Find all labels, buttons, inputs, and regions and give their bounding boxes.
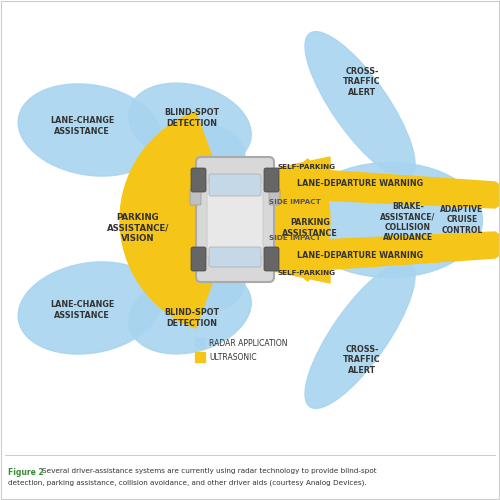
Text: PARKING
ASSISTANCE: PARKING ASSISTANCE xyxy=(282,218,338,238)
Text: BLIND-SPOT
DETECTION: BLIND-SPOT DETECTION xyxy=(164,108,220,128)
Text: detection, parking assistance, collision avoidance, and other driver aids (court: detection, parking assistance, collision… xyxy=(8,480,366,486)
FancyBboxPatch shape xyxy=(191,168,206,192)
Wedge shape xyxy=(235,159,330,281)
Ellipse shape xyxy=(305,262,415,408)
FancyBboxPatch shape xyxy=(190,189,201,205)
FancyBboxPatch shape xyxy=(209,247,261,267)
Text: CROSS-
TRAFFIC
ALERT: CROSS- TRAFFIC ALERT xyxy=(343,67,381,97)
Polygon shape xyxy=(245,250,330,283)
Text: SIDE IMPACT: SIDE IMPACT xyxy=(269,199,321,205)
FancyBboxPatch shape xyxy=(269,189,280,205)
Text: SELF-PARKING: SELF-PARKING xyxy=(278,270,336,276)
Text: SELF-PARKING: SELF-PARKING xyxy=(278,164,336,170)
Polygon shape xyxy=(245,157,330,190)
Text: Several driver-assistance systems are currently using radar technology to provid: Several driver-assistance systems are cu… xyxy=(42,468,376,474)
Bar xyxy=(195,338,205,348)
Ellipse shape xyxy=(305,32,415,178)
Text: BLIND-SPOT
DETECTION: BLIND-SPOT DETECTION xyxy=(164,308,220,328)
Text: PARKING
ASSISTANCE/
VISION: PARKING ASSISTANCE/ VISION xyxy=(107,213,169,243)
Text: LANE-DEPARTURE WARNING: LANE-DEPARTURE WARNING xyxy=(297,180,423,188)
Text: LANE-CHANGE
ASSISTANCE: LANE-CHANGE ASSISTANCE xyxy=(50,116,114,136)
Text: SIDE IMPACT: SIDE IMPACT xyxy=(269,235,321,241)
FancyBboxPatch shape xyxy=(196,157,274,282)
Ellipse shape xyxy=(298,162,482,278)
FancyBboxPatch shape xyxy=(207,181,263,258)
FancyBboxPatch shape xyxy=(264,247,279,271)
Polygon shape xyxy=(320,170,500,208)
Text: LANE-DEPARTURE WARNING: LANE-DEPARTURE WARNING xyxy=(297,252,423,260)
FancyBboxPatch shape xyxy=(264,168,279,192)
Text: CROSS-
TRAFFIC
ALERT: CROSS- TRAFFIC ALERT xyxy=(343,345,381,375)
Text: Figure 2: Figure 2 xyxy=(8,468,44,477)
Ellipse shape xyxy=(128,83,252,167)
Bar xyxy=(195,352,205,362)
Ellipse shape xyxy=(165,258,245,312)
FancyBboxPatch shape xyxy=(191,247,206,271)
Ellipse shape xyxy=(18,262,162,354)
Polygon shape xyxy=(320,232,500,270)
Ellipse shape xyxy=(18,84,162,176)
Ellipse shape xyxy=(165,124,245,180)
Text: LANE-CHANGE
ASSISTANCE: LANE-CHANGE ASSISTANCE xyxy=(50,300,114,320)
Text: BRAKE-
ASSISTANCE/
COLLISION
AVOIDANCE: BRAKE- ASSISTANCE/ COLLISION AVOIDANCE xyxy=(380,202,436,242)
Text: RADAR APPLICATION: RADAR APPLICATION xyxy=(209,338,288,347)
Text: ULTRASONIC: ULTRASONIC xyxy=(209,352,256,362)
Wedge shape xyxy=(120,112,235,328)
Text: ADAPTIVE
CRUISE
CONTROL: ADAPTIVE CRUISE CONTROL xyxy=(440,205,484,235)
FancyBboxPatch shape xyxy=(209,174,261,196)
Ellipse shape xyxy=(128,270,252,354)
